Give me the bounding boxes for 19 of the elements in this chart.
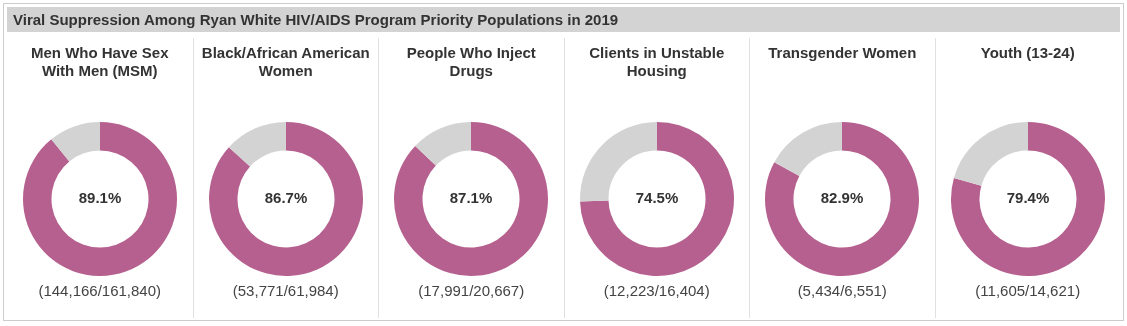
data-label: 79.4% bbox=[1006, 189, 1050, 207]
chart-title: Black/African American Women bbox=[200, 43, 371, 81]
data-label: 87.1% bbox=[449, 189, 493, 207]
text: (12,223/16,404) bbox=[602, 282, 711, 299]
data-label: 82.9% bbox=[820, 189, 864, 207]
text: (53,771/61,984) bbox=[231, 282, 340, 299]
chart-title: Transgender Women bbox=[767, 43, 918, 63]
data-label: 86.7% bbox=[264, 189, 308, 207]
text: (144,166/161,840) bbox=[37, 282, 163, 299]
text: (17,991/20,667) bbox=[417, 282, 526, 299]
chart-title: Clients in Unstable Housing bbox=[588, 43, 726, 81]
data-label: 74.5% bbox=[635, 189, 679, 207]
chart-title: People Who Inject Drugs bbox=[405, 43, 537, 81]
data-label: 89.1% bbox=[78, 189, 122, 207]
chart-title: Youth (13-24) bbox=[979, 43, 1076, 63]
text: Viral Suppression Among Ryan White HIV/AIDS Program Priority Populations in 2019 bbox=[7, 7, 1120, 32]
chart-title: Men Who Have Sex With Men (MSM) bbox=[29, 43, 170, 81]
text: (11,605/14,621) bbox=[974, 282, 1082, 299]
text: (5,434/6,551) bbox=[796, 282, 888, 299]
